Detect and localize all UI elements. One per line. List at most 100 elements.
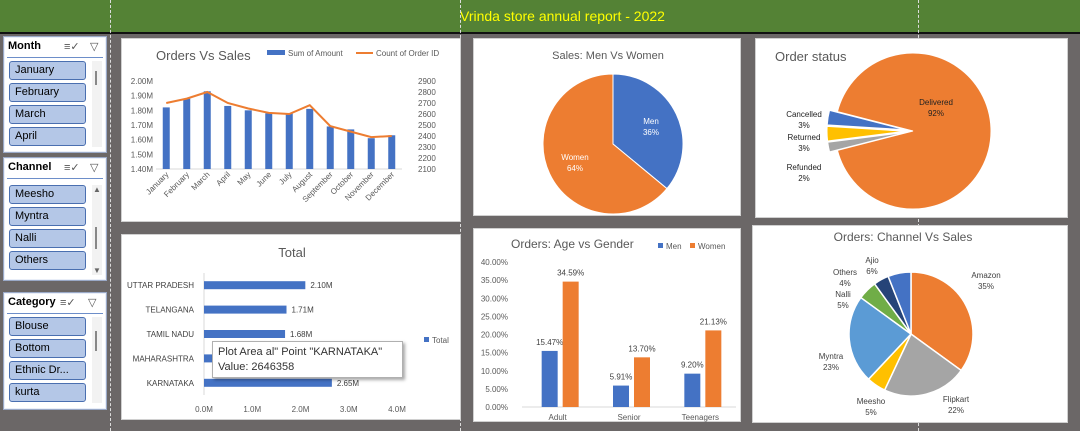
slicer-divider bbox=[7, 178, 103, 179]
slicer-scrollbar[interactable] bbox=[92, 317, 102, 403]
y-tick-label: 1.60M bbox=[131, 136, 154, 145]
slice-value: 36% bbox=[643, 128, 659, 137]
chart-title: Order status bbox=[775, 49, 847, 64]
data-label: 5.91% bbox=[610, 373, 633, 382]
bar-sum-of-amount-june bbox=[265, 113, 273, 169]
pie-slice-ajio bbox=[887, 271, 912, 335]
bar-sum-of-amount-may bbox=[244, 110, 252, 169]
data-label: 34.59% bbox=[557, 269, 584, 278]
slicer-item-others[interactable]: Others bbox=[9, 251, 86, 270]
slicer-item-myntra[interactable]: Myntra bbox=[9, 207, 86, 226]
y-tick-label: 10.00% bbox=[481, 367, 508, 376]
x-tick-label: July bbox=[277, 170, 293, 186]
data-label: 21.13% bbox=[700, 317, 727, 326]
y2-tick-label: 2300 bbox=[418, 143, 436, 152]
x-tick-label: 4.0M bbox=[388, 405, 406, 414]
legend-swatch-women bbox=[690, 243, 695, 248]
clear-filter-icon[interactable]: ▽ bbox=[90, 162, 99, 174]
y2-tick-label: 2400 bbox=[418, 132, 436, 141]
data-label: 9.20% bbox=[681, 361, 704, 370]
bar-sum-of-amount-july bbox=[285, 113, 293, 169]
slice-label: Myntra bbox=[819, 352, 844, 361]
slice-value: 4% bbox=[839, 279, 851, 288]
pie-slice-women bbox=[542, 73, 668, 215]
slice-label: Returned bbox=[788, 133, 821, 142]
slicer-item-nalli[interactable]: Nalli bbox=[9, 229, 86, 248]
slice-label: Refunded bbox=[787, 163, 822, 172]
slicer-item-april[interactable]: April bbox=[9, 127, 86, 146]
bar-men-senior bbox=[613, 385, 629, 407]
order-status-chart[interactable]: Order status Delivered 92% Refunded 2% Return… bbox=[755, 38, 1068, 218]
report-banner: Vrinda store annual report - 2022 bbox=[0, 0, 1080, 33]
y-tick-label: 1.40M bbox=[131, 165, 154, 174]
chart-title: Orders Vs Sales bbox=[156, 48, 251, 63]
sales-men-women-chart[interactable]: Sales: Men Vs Women Men 36% Women 64% bbox=[473, 38, 741, 216]
slicer-item-meesho[interactable]: Meesho bbox=[9, 185, 86, 204]
slice-value: 3% bbox=[798, 144, 810, 153]
slice-label: Flipkart bbox=[943, 395, 970, 404]
top-states-chart[interactable]: Total UTTAR PRADESH 2.10M TELANGANA 1.71M TAM… bbox=[121, 234, 461, 420]
y-tick-label: 0.00% bbox=[485, 403, 508, 412]
bar-tamil-nadu bbox=[204, 330, 286, 338]
slice-value: 3% bbox=[798, 121, 810, 130]
month-slicer[interactable]: Month ≡✓ ▽ January February March April bbox=[3, 36, 107, 153]
y-tick-label: UTTAR PRADESH bbox=[127, 281, 194, 290]
x-tick-label: May bbox=[236, 170, 253, 187]
y2-tick-label: 2700 bbox=[418, 99, 436, 108]
channel-slicer[interactable]: Channel ≡✓ ▽ Meesho Myntra Nalli Others … bbox=[3, 157, 107, 281]
age-vs-gender-chart[interactable]: Orders: Age vs Gender Men Women 0.00% 5.00% 1… bbox=[473, 228, 741, 422]
multi-select-icon[interactable]: ≡✓ bbox=[64, 41, 80, 53]
bar-sum-of-amount-october bbox=[347, 129, 355, 169]
slice-value: 92% bbox=[928, 109, 944, 118]
slice-label: Women bbox=[561, 153, 588, 162]
scroll-up-icon[interactable]: ▲ bbox=[93, 185, 101, 194]
slicer-item-blouse[interactable]: Blouse bbox=[9, 317, 86, 336]
channel-vs-sales-chart[interactable]: Orders: Channel Vs Sales Amazon 35% Flipkar… bbox=[752, 225, 1068, 423]
legend-label: Women bbox=[698, 242, 725, 251]
slicer-scrollbar[interactable]: ▲ ▼ bbox=[92, 185, 102, 275]
bar-sum-of-amount-january bbox=[162, 107, 170, 169]
y-tick-label: 1.90M bbox=[131, 92, 154, 101]
chart-title: Orders: Age vs Gender bbox=[511, 237, 634, 251]
slice-label: Others bbox=[833, 268, 857, 277]
orders-vs-sales-chart[interactable]: Orders Vs Sales Sum of Amount Count of Ord… bbox=[121, 38, 461, 222]
bar-women-senior bbox=[634, 357, 650, 407]
y-tick-label: 2.00M bbox=[131, 77, 154, 86]
multi-select-icon[interactable]: ≡✓ bbox=[60, 297, 76, 309]
clear-filter-icon[interactable]: ▽ bbox=[90, 41, 99, 53]
y-tick-label: 5.00% bbox=[485, 385, 508, 394]
tooltip-title: Plot Area al" Point "KARNATAKA" bbox=[218, 346, 383, 358]
x-tick-label: April bbox=[214, 170, 232, 188]
slicer-title: Month bbox=[8, 40, 41, 52]
scroll-down-icon[interactable]: ▼ bbox=[93, 266, 101, 275]
pie-slice-cancelled bbox=[826, 109, 906, 131]
slicer-item-ethnic-dress[interactable]: Ethnic Dr... bbox=[9, 361, 86, 380]
slicer-item-january[interactable]: January bbox=[9, 61, 86, 80]
legend-swatch-men bbox=[658, 243, 663, 248]
slicer-item-kurta[interactable]: kurta bbox=[9, 383, 86, 402]
slicer-item-february[interactable]: February bbox=[9, 83, 86, 102]
slice-label: Ajio bbox=[865, 256, 879, 265]
bar-sum-of-amount-march bbox=[203, 91, 211, 169]
slice-label: Nalli bbox=[835, 290, 851, 299]
x-tick-label: 0.0M bbox=[195, 405, 213, 414]
y-tick-label: 20.00% bbox=[481, 331, 508, 340]
y2-tick-label: 2500 bbox=[418, 121, 436, 130]
slicer-item-march[interactable]: March bbox=[9, 105, 86, 124]
slice-label: Amazon bbox=[971, 271, 1000, 280]
legend-label: Men bbox=[666, 242, 682, 251]
y-tick-label: 1.50M bbox=[131, 150, 154, 159]
y2-tick-label: 2600 bbox=[418, 110, 436, 119]
bar-telangana bbox=[204, 305, 287, 314]
clear-filter-icon[interactable]: ▽ bbox=[88, 297, 97, 309]
line-count-of-order-id bbox=[166, 90, 392, 139]
slicer-item-bottom[interactable]: Bottom bbox=[9, 339, 86, 358]
pie-slice-myntra bbox=[848, 296, 913, 381]
bar-sum-of-amount-february bbox=[183, 98, 191, 169]
category-slicer[interactable]: Category ≡✓ ▽ Blouse Bottom Ethnic Dr...… bbox=[3, 292, 107, 410]
data-label: 13.70% bbox=[628, 344, 655, 353]
x-tick-label: Senior bbox=[617, 413, 640, 422]
multi-select-icon[interactable]: ≡✓ bbox=[64, 162, 80, 174]
legend-label: Sum of Amount bbox=[288, 49, 343, 58]
slicer-scrollbar[interactable] bbox=[92, 61, 102, 147]
